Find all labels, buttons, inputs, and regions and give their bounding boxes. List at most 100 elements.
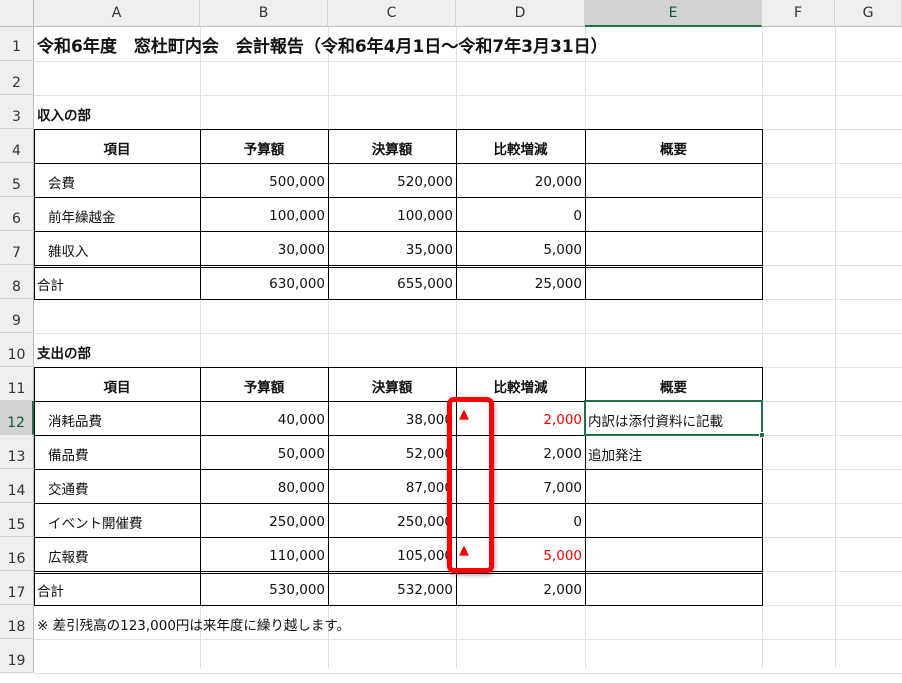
cell-c7[interactable]: 35,000 (328, 235, 456, 265)
cell-b14[interactable]: 80,000 (200, 473, 328, 503)
cell-a12[interactable]: 消耗品費 (34, 405, 200, 435)
cell-d11[interactable]: 比較増減 (456, 371, 585, 401)
cell-b6[interactable]: 100,000 (200, 201, 328, 231)
cell-c4[interactable]: 決算額 (328, 133, 456, 163)
cell-d6[interactable]: 0 (456, 201, 585, 231)
cell-text: 100,000 (269, 208, 325, 224)
cell-a4[interactable]: 項目 (34, 133, 200, 163)
cell-e4[interactable]: 概要 (585, 133, 762, 163)
cell-text: 40,000 (277, 412, 325, 428)
row-header-9[interactable]: 9 (0, 299, 34, 333)
cell-a11[interactable]: 項目 (34, 371, 200, 401)
column-header-d[interactable]: D (456, 0, 585, 27)
cell-e13[interactable]: 追加発注 (585, 439, 762, 469)
cell-d13[interactable]: 2,000 (456, 439, 585, 469)
table-cell-border (585, 197, 763, 232)
cell-a15[interactable]: イベント開催費 (34, 507, 200, 537)
cell-a8[interactable]: 合計 (34, 269, 200, 299)
cell-c15[interactable]: 250,000 (328, 507, 456, 537)
cell-b16[interactable]: 110,000 (200, 541, 328, 571)
select-all-corner[interactable] (0, 0, 34, 27)
cell-d17[interactable]: 2,000 (456, 575, 585, 605)
fill-handle[interactable] (759, 432, 765, 438)
row-header-8[interactable]: 8 (0, 265, 34, 299)
row-header-14[interactable]: 14 (0, 469, 34, 503)
cell-c5[interactable]: 520,000 (328, 167, 456, 197)
gridline (34, 673, 902, 674)
row-header-7[interactable]: 7 (0, 231, 34, 265)
cell-a13[interactable]: 備品費 (34, 439, 200, 469)
cell-a16[interactable]: 広報費 (34, 541, 200, 571)
cell-c12[interactable]: 38,000 (328, 405, 456, 435)
row-header-3[interactable]: 3 (0, 95, 34, 129)
gridline (34, 61, 902, 62)
cell-a5[interactable]: 会費 (34, 167, 200, 197)
cell-a7[interactable]: 雑収入 (34, 235, 200, 265)
cell-b12[interactable]: 40,000 (200, 405, 328, 435)
cell-a1[interactable]: 令和6年度 窓杜町内会 会計報告（令和6年4月1日～令和7年3月31日） (34, 27, 734, 61)
row-header-4[interactable]: 4 (0, 129, 34, 163)
cell-b8[interactable]: 630,000 (200, 269, 328, 299)
row-header-2[interactable]: 2 (0, 61, 34, 95)
cell-b7[interactable]: 30,000 (200, 235, 328, 265)
cell-a18[interactable]: ※ 差引残高の123,000円は来年度に繰り越します。 (34, 609, 734, 639)
cell-c11[interactable]: 決算額 (328, 371, 456, 401)
cell-a3[interactable]: 収入の部 (34, 99, 200, 129)
cell-text: 50,000 (277, 446, 325, 462)
cell-text: 655,000 (397, 276, 453, 292)
cell-e12[interactable]: 内訳は添付資料に記載 (585, 405, 762, 435)
row-header-1[interactable]: 1 (0, 27, 34, 61)
cell-b13[interactable]: 50,000 (200, 439, 328, 469)
cell-a17[interactable]: 合計 (34, 575, 200, 605)
cell-b5[interactable]: 500,000 (200, 167, 328, 197)
row-header-18[interactable]: 18 (0, 605, 34, 639)
cell-d7[interactable]: 5,000 (456, 235, 585, 265)
cell-d12[interactable]: 2,000 (456, 405, 585, 435)
cell-d14[interactable]: 7,000 (456, 473, 585, 503)
row-header-12[interactable]: 12 (0, 401, 34, 435)
cell-text: 35,000 (405, 242, 453, 258)
cell-d16[interactable]: 5,000 (456, 541, 585, 571)
cell-c14[interactable]: 87,000 (328, 473, 456, 503)
row-header-19[interactable]: 19 (0, 639, 34, 673)
gridline (34, 333, 902, 334)
cell-c13[interactable]: 52,000 (328, 439, 456, 469)
column-header-b[interactable]: B (200, 0, 328, 27)
cell-d5[interactable]: 20,000 (456, 167, 585, 197)
cell-c6[interactable]: 100,000 (328, 201, 456, 231)
cell-b4[interactable]: 予算額 (200, 133, 328, 163)
cell-text: 令和6年度 窓杜町内会 会計報告（令和6年4月1日～令和7年3月31日） (37, 36, 608, 57)
column-header-f[interactable]: F (762, 0, 835, 27)
cell-d8[interactable]: 25,000 (456, 269, 585, 299)
row-header-15[interactable]: 15 (0, 503, 34, 537)
cell-a10[interactable]: 支出の部 (34, 337, 200, 367)
column-header-c[interactable]: C (328, 0, 456, 27)
cell-b11[interactable]: 予算額 (200, 371, 328, 401)
cell-text: 25,000 (534, 276, 582, 292)
table-cell-border (585, 265, 763, 300)
row-header-11[interactable]: 11 (0, 367, 34, 401)
cell-e11[interactable]: 概要 (585, 371, 762, 401)
cell-c17[interactable]: 532,000 (328, 575, 456, 605)
row-header-6[interactable]: 6 (0, 197, 34, 231)
cell-text: 110,000 (269, 548, 325, 564)
cell-c16[interactable]: 105,000 (328, 541, 456, 571)
row-header-16[interactable]: 16 (0, 537, 34, 571)
cell-d15[interactable]: 0 (456, 507, 585, 537)
cell-c8[interactable]: 655,000 (328, 269, 456, 299)
cell-d4[interactable]: 比較増減 (456, 133, 585, 163)
column-header-a[interactable]: A (34, 0, 200, 27)
cell-b15[interactable]: 250,000 (200, 507, 328, 537)
cell-a14[interactable]: 交通費 (34, 473, 200, 503)
cell-b17[interactable]: 530,000 (200, 575, 328, 605)
column-header-e[interactable]: E (585, 0, 762, 27)
row-header-13[interactable]: 13 (0, 435, 34, 469)
row-header-5[interactable]: 5 (0, 163, 34, 197)
row-header-10[interactable]: 10 (0, 333, 34, 367)
cell-a6[interactable]: 前年繰越金 (34, 201, 200, 231)
gridline (762, 27, 763, 668)
row-header-17[interactable]: 17 (0, 571, 34, 605)
cell-text: 100,000 (397, 208, 453, 224)
cell-text: 520,000 (397, 174, 453, 190)
column-header-g[interactable]: G (835, 0, 902, 27)
